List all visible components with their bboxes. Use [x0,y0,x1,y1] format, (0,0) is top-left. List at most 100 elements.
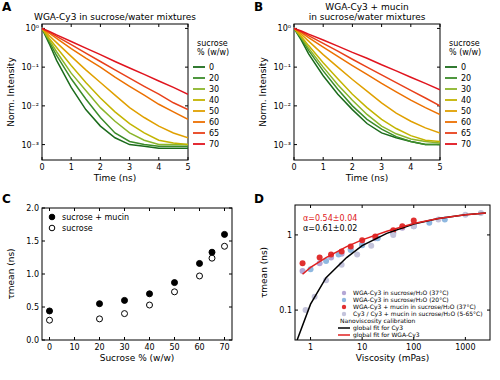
data-point [209,255,215,261]
y-tick-label: 10⁻² [273,102,291,111]
x-tick [99,337,100,340]
legend-swatch [193,132,205,134]
data-point [97,316,103,322]
panel-label: C [2,192,11,206]
y-tick-label: 0.5 [26,303,39,312]
x-tick-label: 1 [308,343,313,352]
x-tick-label: 0 [291,163,296,172]
x-tick-label: 0 [47,343,52,352]
axis-frame [294,24,440,160]
data-point [197,273,203,279]
series-line [294,28,440,141]
legend-swatch [193,121,205,123]
x-tick [174,208,175,211]
y-tick [42,241,45,242]
x-tick [74,337,75,340]
data-point [147,291,153,297]
legend-label: 50 [461,107,471,116]
y-tick-label: 10⁰ [26,24,39,33]
x-axis-label: Sucrose % (w/w) [100,353,175,363]
x-tick-label: 3 [379,163,384,172]
y-tick [229,208,232,209]
y-tick-label: 10⁻¹ [21,63,39,72]
x-tick [99,208,100,211]
x-tick [352,157,353,160]
legend-title: % (w/w) [197,48,229,57]
legend-label: sucrose + mucin [62,213,129,222]
legend-swatch [342,312,346,316]
legend-swatch [338,334,350,336]
x-tick [310,337,311,340]
legend-label: 70 [461,140,471,149]
legend-swatch [445,77,457,79]
x-tick [352,24,353,27]
data-point [47,317,53,323]
plot-area [297,210,486,340]
x-tick [440,157,441,160]
data-point [222,243,228,249]
x-tick-label: 1 [321,163,326,172]
legend-label: 20 [461,74,471,83]
plot-area [47,231,228,323]
x-tick [199,337,200,340]
x-tick [49,208,50,211]
legend-label: 0 [461,63,466,72]
y-tick [42,307,45,308]
x-tick-label: 5 [437,163,442,172]
series-line [294,28,440,89]
title: WGA-Cy3 in sucrose/water mixtures [34,12,196,22]
x-tick-label: 50 [169,343,179,352]
legend-label: 65 [209,129,219,138]
x-tick-label: 0 [39,163,44,172]
legend-swatch [193,143,205,145]
y-tick [487,234,490,235]
legend-swatch [49,214,55,220]
data-point [222,231,228,237]
legend-label: 40 [461,96,471,105]
y-tick [185,67,188,68]
series-line [303,213,486,274]
x-tick [224,208,225,211]
x-tick [71,24,72,27]
legend-title: sucrose [449,39,480,48]
x-axis-label: Time (ns) [345,173,388,183]
series-line [42,28,188,144]
y-tick-label: 0.0 [26,336,39,345]
legend-swatch [49,225,55,231]
data-point [172,289,178,295]
x-tick-label: 10 [69,343,79,352]
panel: BWGA-Cy3 + mucinin sucrose/water mixture… [254,0,481,183]
y-tick [295,234,298,235]
legend-swatch [342,305,346,309]
y-tick [42,340,45,341]
y-tick-label: 1 [287,231,292,240]
y-tick [42,274,45,275]
x-tick-label: 100 [406,343,421,352]
legend-label: 40 [209,96,219,105]
x-tick [323,157,324,160]
x-tick-label: 70 [219,343,229,352]
axis-frame [295,205,490,340]
x-tick [74,208,75,211]
legend-label: 70 [209,140,219,149]
y-tick [42,105,45,106]
y-tick [185,28,188,29]
y-tick [42,67,45,68]
legend-swatch [445,132,457,134]
x-tick-label: 60 [194,343,204,352]
data-point [97,301,103,307]
x-tick [199,208,200,211]
y-axis-label: Norm. Intensity [6,57,16,127]
series-line [42,28,188,109]
legend-swatch [445,121,457,123]
legend-swatch [445,99,457,101]
data-point [390,232,396,238]
series-line [42,28,188,119]
x-tick-label: 20 [94,343,104,352]
y-tick-label: 1.0 [26,270,39,279]
data-point [354,251,360,257]
x-tick [440,24,441,27]
x-tick [188,157,189,160]
panel: C0102030405060700.00.51.01.52.0Sucrose %… [2,192,232,363]
y-tick-label: 10⁻¹ [273,63,291,72]
